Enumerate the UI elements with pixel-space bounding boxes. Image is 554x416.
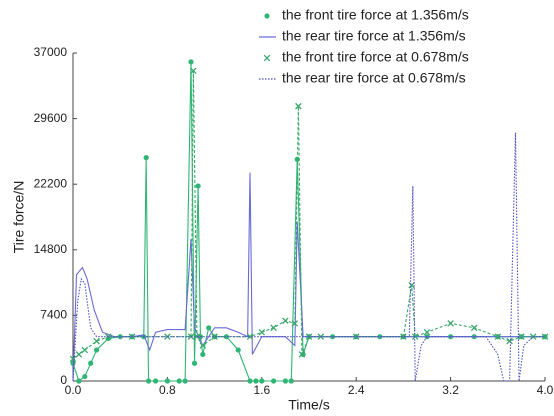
- series-line: [72, 132, 545, 382]
- data-point: [494, 333, 502, 340]
- data-point: [423, 328, 431, 336]
- data-point: [253, 378, 259, 384]
- data-point: [298, 351, 306, 358]
- y-tick-label: 7400: [40, 308, 67, 322]
- data-point: [470, 324, 478, 332]
- data-point: [145, 378, 152, 384]
- data-point: [188, 59, 194, 65]
- data-point: [400, 333, 407, 340]
- data-point: [223, 334, 229, 340]
- legend-label: the front tire force at 1.356m/s: [282, 7, 469, 23]
- data-point: [270, 324, 277, 332]
- data-point: [259, 378, 265, 384]
- data-point: [211, 333, 218, 340]
- data-point: [506, 337, 513, 345]
- data-point: [176, 378, 182, 384]
- data-point: [82, 373, 88, 380]
- data-point: [447, 320, 454, 327]
- data-point: [288, 378, 294, 384]
- data-point: [258, 328, 266, 336]
- y-tick-label: 22200: [34, 176, 68, 190]
- data-point: [271, 378, 277, 384]
- data-point: [235, 347, 241, 353]
- x-tick-label: 4.0: [537, 383, 554, 397]
- data-point: [206, 325, 212, 331]
- x-tick-label: 3.2: [442, 383, 459, 397]
- y-tick-label: 0: [60, 373, 67, 387]
- data-point: [81, 346, 89, 354]
- data-point: [88, 360, 94, 366]
- data-point: [193, 333, 201, 340]
- legend-swatch: [263, 54, 271, 62]
- x-tick-label: 0.0: [65, 383, 82, 397]
- legend-label: the front tire force at 0.678m/s: [282, 49, 469, 65]
- y-tick-label: 29600: [34, 111, 68, 125]
- data-point: [541, 333, 549, 340]
- data-point: [518, 333, 525, 340]
- data-point: [282, 317, 289, 324]
- data-point: [93, 337, 100, 345]
- x-tick-label: 0.8: [159, 383, 176, 397]
- data-point: [153, 378, 159, 384]
- data-point: [75, 351, 83, 358]
- data-point: [291, 320, 299, 327]
- data-point: [199, 342, 207, 349]
- legend-label: the rear tire force at 1.356m/s: [282, 28, 466, 44]
- data-point: [200, 351, 206, 358]
- legend-swatch: [264, 13, 270, 19]
- x-axis-label: Time/s: [288, 397, 329, 413]
- data-point: [246, 333, 254, 340]
- data-point: [94, 347, 100, 353]
- y-tick-label: 37000: [34, 45, 68, 59]
- y-axis-label: Tire force/N: [11, 181, 27, 254]
- data-point: [282, 378, 288, 384]
- data-point: [143, 155, 149, 161]
- legend-label: the rear tire force at 0.678m/s: [282, 70, 466, 86]
- data-point: [195, 183, 201, 189]
- x-tick-label: 1.6: [253, 383, 270, 397]
- x-tick-label: 2.4: [348, 383, 365, 397]
- data-point: [190, 67, 197, 74]
- data-point: [182, 378, 188, 384]
- data-point: [76, 378, 82, 384]
- y-tick-label: 14800: [34, 242, 68, 256]
- data-point: [164, 378, 170, 384]
- series-line: [72, 61, 545, 382]
- data-point: [187, 333, 195, 340]
- data-point: [247, 378, 253, 384]
- data-point: [191, 360, 198, 366]
- series-line: [72, 172, 545, 382]
- data-point: [295, 102, 302, 110]
